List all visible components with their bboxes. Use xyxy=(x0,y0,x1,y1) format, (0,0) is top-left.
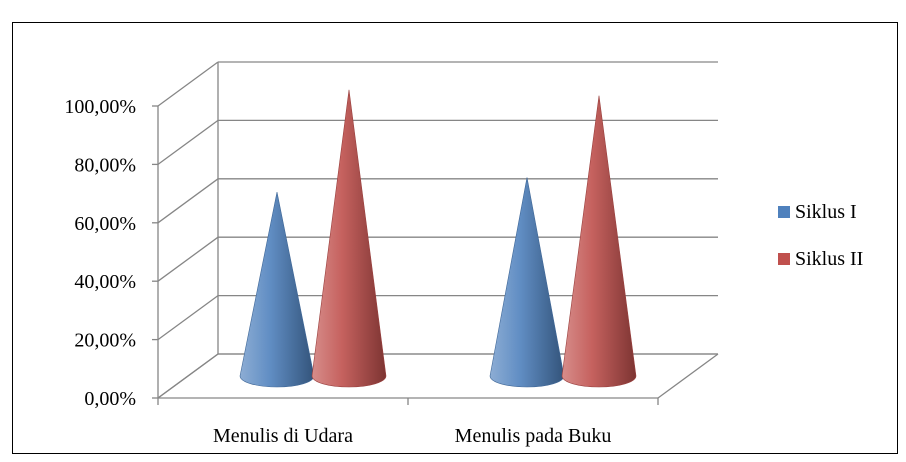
legend-swatch xyxy=(778,253,790,265)
y-tick-labels: 0,00% 20,00% 40,00% 60,00% 80,00% 100,00% xyxy=(64,96,136,410)
x-tick-label: Menulis pada Buku xyxy=(455,425,612,447)
gridline-side xyxy=(158,354,218,398)
y-tick-label: 40,00% xyxy=(74,271,136,293)
cone-siklus-ii-0 xyxy=(312,90,386,387)
y-tick-label: 0,00% xyxy=(84,388,136,410)
gridline-side xyxy=(158,179,218,223)
legend-swatch xyxy=(778,206,790,218)
y-tick-label: 100,00% xyxy=(64,96,136,118)
legend-label: Siklus II xyxy=(795,248,863,270)
x-tick-labels: Menulis di Udara Menulis pada Buku xyxy=(213,425,611,447)
gridline-side xyxy=(158,120,218,164)
cone-siklus-i-0 xyxy=(240,192,314,387)
x-tick-label: Menulis di Udara xyxy=(213,425,353,447)
data-marks xyxy=(240,90,636,387)
y-tick-label: 60,00% xyxy=(74,213,136,235)
y-tick-label: 80,00% xyxy=(74,154,136,176)
cone-siklus-ii-1 xyxy=(562,96,636,387)
gridline-side xyxy=(158,237,218,281)
gridline-side xyxy=(158,296,218,340)
legend: Siklus I Siklus II xyxy=(778,201,863,270)
cone-siklus-i-1 xyxy=(490,177,564,387)
y-tick-label: 20,00% xyxy=(74,330,136,352)
gridlines xyxy=(158,62,718,398)
gridline-side xyxy=(158,62,218,106)
floor-right-edge xyxy=(658,354,718,398)
legend-label: Siklus I xyxy=(795,201,857,223)
